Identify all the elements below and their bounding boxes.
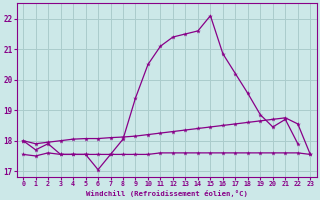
X-axis label: Windchill (Refroidissement éolien,°C): Windchill (Refroidissement éolien,°C) [86,190,248,197]
